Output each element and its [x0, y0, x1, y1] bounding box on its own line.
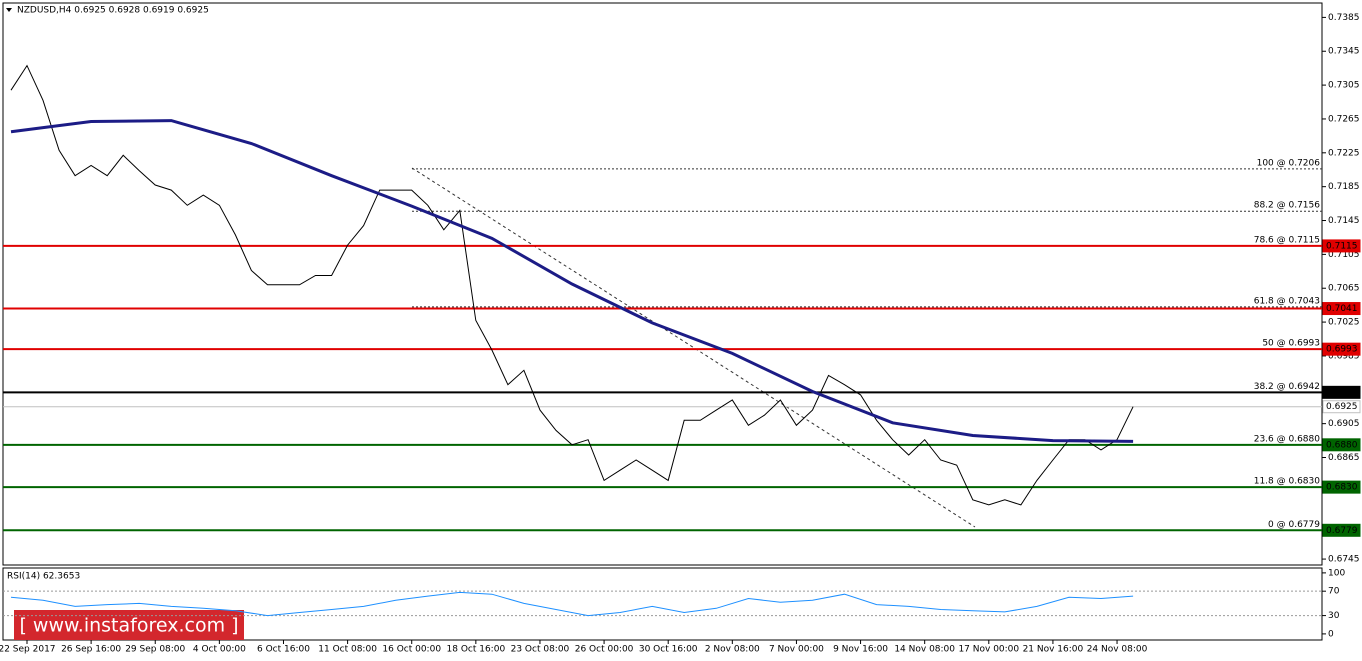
- level-tag: [1322, 239, 1361, 253]
- x-tick-label: 23 Oct 08:00: [511, 645, 570, 655]
- y-tick-label: 0.6905: [1328, 419, 1360, 429]
- x-tick-label: 16 Oct 00:00: [382, 645, 441, 655]
- fib-label: 88.2 @ 0.7156: [1254, 201, 1321, 211]
- fib-label: 38.2 @ 0.6942: [1254, 382, 1320, 392]
- x-tick-label: 29 Sep 08:00: [125, 645, 185, 655]
- level-tag: [1322, 438, 1361, 452]
- header: NZDUSD,H4 0.6925 0.6928 0.6919 0.6925: [17, 6, 209, 16]
- level-tag: [1322, 385, 1361, 399]
- level-tag: [1322, 342, 1361, 356]
- y-tick-label: 100: [1328, 568, 1345, 578]
- x-tick-label: 30 Oct 16:00: [639, 645, 698, 655]
- rsi-panel: [2, 567, 1323, 641]
- y-tick-label: 0.7185: [1328, 182, 1360, 192]
- series-line: [10, 591, 1134, 617]
- x-tick-label: 9 Nov 16:00: [833, 645, 888, 655]
- fib-label: 23.6 @ 0.6880: [1254, 434, 1321, 444]
- x-tick-label: 4 Oct 00:00: [193, 645, 246, 655]
- level-tag-label: 0.6779: [1326, 526, 1358, 536]
- y-tick-label: 0.7065: [1328, 284, 1360, 294]
- y-tick-label: 0.6865: [1328, 453, 1360, 463]
- fib-label: 0 @ 0.6779: [1268, 520, 1320, 530]
- y-tick-label: 0: [1328, 629, 1334, 639]
- x-tick-label: 7 Nov 00:00: [769, 645, 824, 655]
- level-tag: [1322, 302, 1361, 316]
- level-tag-label: 0.6830: [1326, 483, 1358, 493]
- level-tag-label: 0.7041: [1326, 304, 1358, 314]
- level-tag: [1322, 480, 1361, 494]
- y-tick-label: 0.7105: [1328, 250, 1360, 260]
- x-tick-label: 11 Oct 08:00: [318, 645, 377, 655]
- x-tick-label: 18 Oct 16:00: [447, 645, 506, 655]
- y-tick-label: 0.7345: [1328, 47, 1360, 57]
- y-tick-label: 0.7025: [1328, 318, 1360, 328]
- y-tick-label: 0.7385: [1328, 13, 1360, 23]
- series-line: [10, 119, 1134, 443]
- level-tag-label: 0.6993: [1326, 345, 1358, 355]
- y-tick-label: 70: [1328, 587, 1340, 597]
- x-tick-label: 14 Nov 08:00: [894, 645, 955, 655]
- y-tick-label: 0.7305: [1328, 81, 1360, 91]
- panel-title: RSI(14) 62.3653: [7, 572, 80, 582]
- x-tick-label: 26 Oct 00:00: [575, 645, 634, 655]
- x-tick-label: 24 Nov 08:00: [1087, 645, 1148, 655]
- x-tick-label: 22 Sep 2017: [0, 645, 56, 655]
- level-tag: [1322, 523, 1361, 537]
- fib-label: 50 @ 0.6993: [1262, 339, 1320, 349]
- level-tag: [1322, 400, 1361, 414]
- level-tag-label: 0.7115: [1326, 241, 1358, 251]
- y-tick-label: 0.6985: [1328, 351, 1360, 361]
- level-tag-label: 0.6942: [1326, 388, 1358, 398]
- fib-label: 11.8 @ 0.6830: [1254, 477, 1321, 487]
- y-tick-label: 0.7145: [1328, 216, 1360, 226]
- x-tick-label: 2 Nov 08:00: [705, 645, 760, 655]
- x-tick-label: 26 Sep 16:00: [61, 645, 121, 655]
- fib-label: 61.8 @ 0.7043: [1254, 296, 1320, 306]
- fib-label: 100 @ 0.7206: [1257, 158, 1321, 168]
- y-tick-label: 30: [1328, 611, 1340, 621]
- x-tick-label: 6 Oct 16:00: [257, 645, 310, 655]
- level-tag-label: 0.6880: [1326, 440, 1358, 450]
- level-tag-label: 0.6925: [1326, 402, 1358, 412]
- series-line: [10, 64, 1134, 506]
- x-tick-label: 21 Nov 16:00: [1023, 645, 1084, 655]
- y-tick-label: 0.7265: [1328, 114, 1360, 124]
- fib-label: 78.6 @ 0.7115: [1254, 235, 1320, 245]
- y-tick-label: 0.6745: [1328, 555, 1360, 565]
- y-tick-label: 0.7225: [1328, 148, 1360, 158]
- x-tick-label: 17 Nov 00:00: [958, 645, 1019, 655]
- dropdown-icon: [6, 8, 12, 12]
- watermark: [ www.instaforex.com ]: [19, 615, 238, 637]
- main-panel: [2, 2, 1323, 566]
- watermark-box: [14, 610, 244, 640]
